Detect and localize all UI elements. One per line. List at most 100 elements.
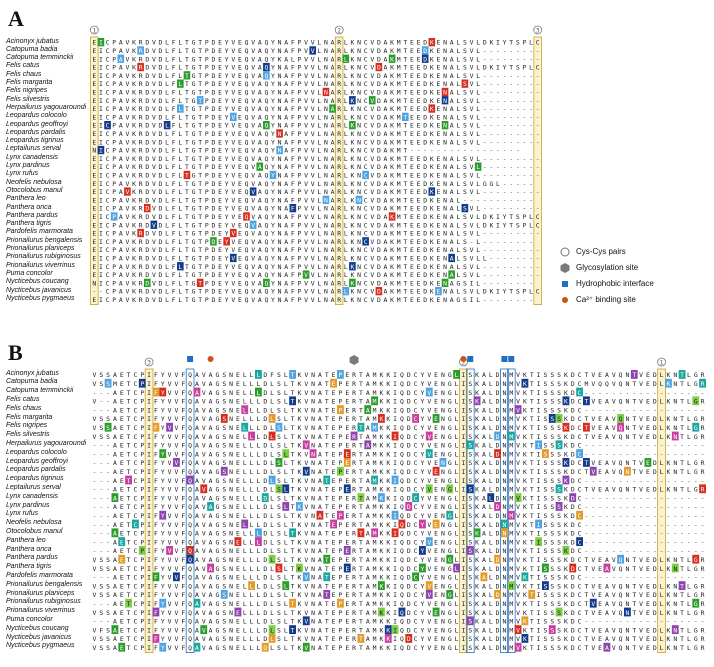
residue: E	[120, 380, 124, 388]
residue: A	[258, 122, 262, 130]
residue: N	[502, 406, 506, 414]
residue: E	[92, 296, 96, 304]
residue: C	[364, 221, 368, 229]
residue: C	[578, 433, 582, 441]
residue: -	[529, 72, 533, 80]
residue: T	[359, 556, 363, 564]
residue: V	[304, 188, 308, 196]
residue: N	[229, 380, 233, 388]
residue: M	[397, 288, 401, 296]
residue: G	[215, 547, 219, 555]
residue-highlight	[428, 38, 436, 47]
residue: Y	[225, 47, 229, 55]
residue: V	[231, 55, 235, 63]
residue: K	[386, 406, 390, 414]
residue: E	[236, 486, 240, 494]
residue: L	[250, 591, 254, 599]
cys-column-box	[657, 368, 666, 654]
residue: V	[370, 80, 374, 88]
residue: N	[278, 172, 282, 180]
residue: M	[373, 521, 377, 529]
residue: V	[304, 155, 308, 163]
residue: D	[211, 97, 215, 105]
residue: N	[502, 538, 506, 546]
residue: -	[483, 105, 487, 113]
residue: V	[427, 494, 431, 502]
residue: T	[530, 494, 534, 502]
residue: K	[379, 538, 383, 546]
residue: V	[304, 279, 308, 287]
residue: V	[174, 398, 178, 406]
residue: K	[390, 172, 394, 180]
residue: A	[384, 130, 388, 138]
residue-highlight	[316, 510, 324, 520]
residue: A	[482, 406, 486, 414]
residue: V	[516, 494, 520, 502]
residue: L	[489, 424, 493, 432]
residue: C	[364, 255, 368, 263]
residue-highlight	[276, 145, 283, 155]
residue: -	[612, 389, 616, 397]
residue: V	[202, 609, 206, 617]
residue: K	[297, 450, 301, 458]
residue: C	[578, 582, 582, 590]
residue: N	[441, 450, 445, 458]
residue: L	[243, 538, 247, 546]
residue: N	[673, 468, 677, 476]
residue-highlight	[494, 449, 501, 458]
residue-highlight	[421, 46, 429, 55]
residue: K	[350, 246, 354, 254]
residue: S	[222, 494, 226, 502]
residue: V	[125, 279, 129, 287]
residue: P	[298, 155, 302, 163]
residue: A	[605, 591, 609, 599]
residue: S	[99, 582, 103, 590]
residue-highlight	[542, 563, 549, 573]
residue: K	[350, 39, 354, 47]
residue: L	[317, 138, 321, 146]
residue: K	[475, 371, 479, 379]
species-name: Catopuma temminckii	[6, 387, 74, 395]
residue: -	[529, 130, 533, 138]
residue: D	[211, 155, 215, 163]
residue: L	[165, 246, 169, 254]
residue: T	[359, 591, 363, 599]
residue: V	[516, 450, 520, 458]
residue: V	[427, 371, 431, 379]
residue: P	[205, 246, 209, 254]
residue: -	[106, 521, 110, 529]
residue: L	[165, 39, 169, 47]
residue-highlight	[357, 422, 365, 432]
residue: -	[591, 547, 595, 555]
residue: -	[503, 55, 507, 63]
residue: N	[229, 600, 233, 608]
residue: T	[127, 398, 131, 406]
residue: R	[139, 97, 143, 105]
residue: V	[612, 380, 616, 388]
residue: T	[584, 468, 588, 476]
residue: N	[278, 72, 282, 80]
residue-highlight	[435, 287, 442, 296]
residue: D	[145, 196, 149, 204]
residue: Q	[245, 205, 249, 213]
residue-highlight	[535, 537, 542, 546]
residue: T	[680, 600, 684, 608]
residue: E	[434, 503, 438, 511]
residue: R	[139, 64, 143, 72]
residue: V	[174, 468, 178, 476]
residue: -	[503, 105, 507, 113]
residue: S	[468, 556, 472, 564]
residue: E	[598, 433, 602, 441]
residue: -	[536, 172, 540, 180]
residue: L	[243, 521, 247, 529]
residue: G	[694, 591, 698, 599]
residue: S	[222, 512, 226, 520]
residue: E	[236, 503, 240, 511]
residue: -	[687, 538, 691, 546]
residue-highlight	[501, 519, 508, 529]
residue-highlight	[289, 598, 296, 608]
residue: T	[509, 64, 513, 72]
residue: V	[612, 398, 616, 406]
residue: K	[379, 486, 383, 494]
residue-highlight	[329, 104, 336, 113]
